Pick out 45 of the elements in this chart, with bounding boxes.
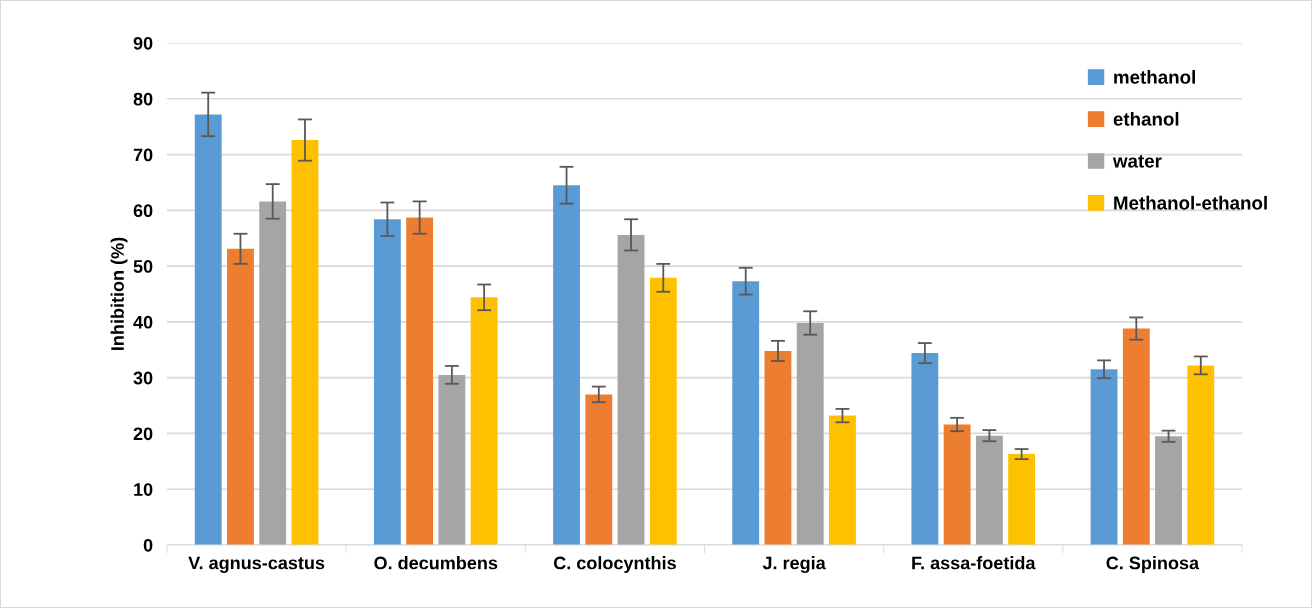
- y-tick-label: 80: [133, 92, 153, 106]
- x-tick-label: V. agnus-castus: [188, 556, 325, 573]
- y-tick-label: 90: [133, 36, 153, 50]
- bar: [796, 323, 824, 545]
- y-tick-label: 40: [133, 315, 153, 329]
- x-tick-label: O. decumbens: [374, 556, 498, 570]
- bar: [373, 219, 401, 545]
- x-tick-label: F. assa-foetida: [912, 556, 1036, 570]
- bar: [649, 277, 677, 545]
- x-tick-label: C. Spinosa: [1106, 556, 1200, 573]
- bar: [553, 185, 580, 545]
- y-tick-label: 0: [143, 538, 153, 552]
- bar: [470, 297, 498, 545]
- bar: [617, 234, 645, 545]
- legend-label: ethanol: [1113, 111, 1179, 126]
- bar: [585, 394, 613, 545]
- bar: [1122, 328, 1150, 545]
- bar: [259, 201, 287, 545]
- bar: [911, 353, 939, 545]
- bar: [1155, 436, 1182, 545]
- bar: [732, 281, 760, 545]
- bar: [1090, 369, 1118, 545]
- legend-label: water: [1112, 155, 1162, 168]
- y-tick-label: 50: [133, 260, 153, 273]
- bar: [943, 424, 971, 545]
- x-tick-label: C. colocynthis: [553, 556, 676, 573]
- x-tick-label: J. regia: [762, 556, 826, 574]
- bar: [1187, 365, 1215, 545]
- bar: [764, 350, 792, 545]
- bar: [829, 415, 856, 545]
- bar: [406, 217, 434, 545]
- y-axis-title: Inhibition (%): [110, 237, 128, 350]
- bar: [1008, 454, 1036, 545]
- bar: [438, 374, 466, 545]
- y-tick-label: 10: [134, 483, 153, 496]
- bar: [975, 435, 1003, 545]
- legend-label: methanol: [1114, 70, 1195, 84]
- legend-label: Methanol-ethanol: [1114, 195, 1267, 210]
- y-tick-label: 60: [133, 204, 153, 218]
- y-tick-label: 30: [133, 371, 153, 385]
- bar: [194, 114, 222, 545]
- bar: [227, 248, 254, 545]
- bar: [291, 140, 319, 545]
- y-tick-label: 20: [133, 427, 153, 441]
- y-tick-label: 70: [133, 148, 153, 162]
